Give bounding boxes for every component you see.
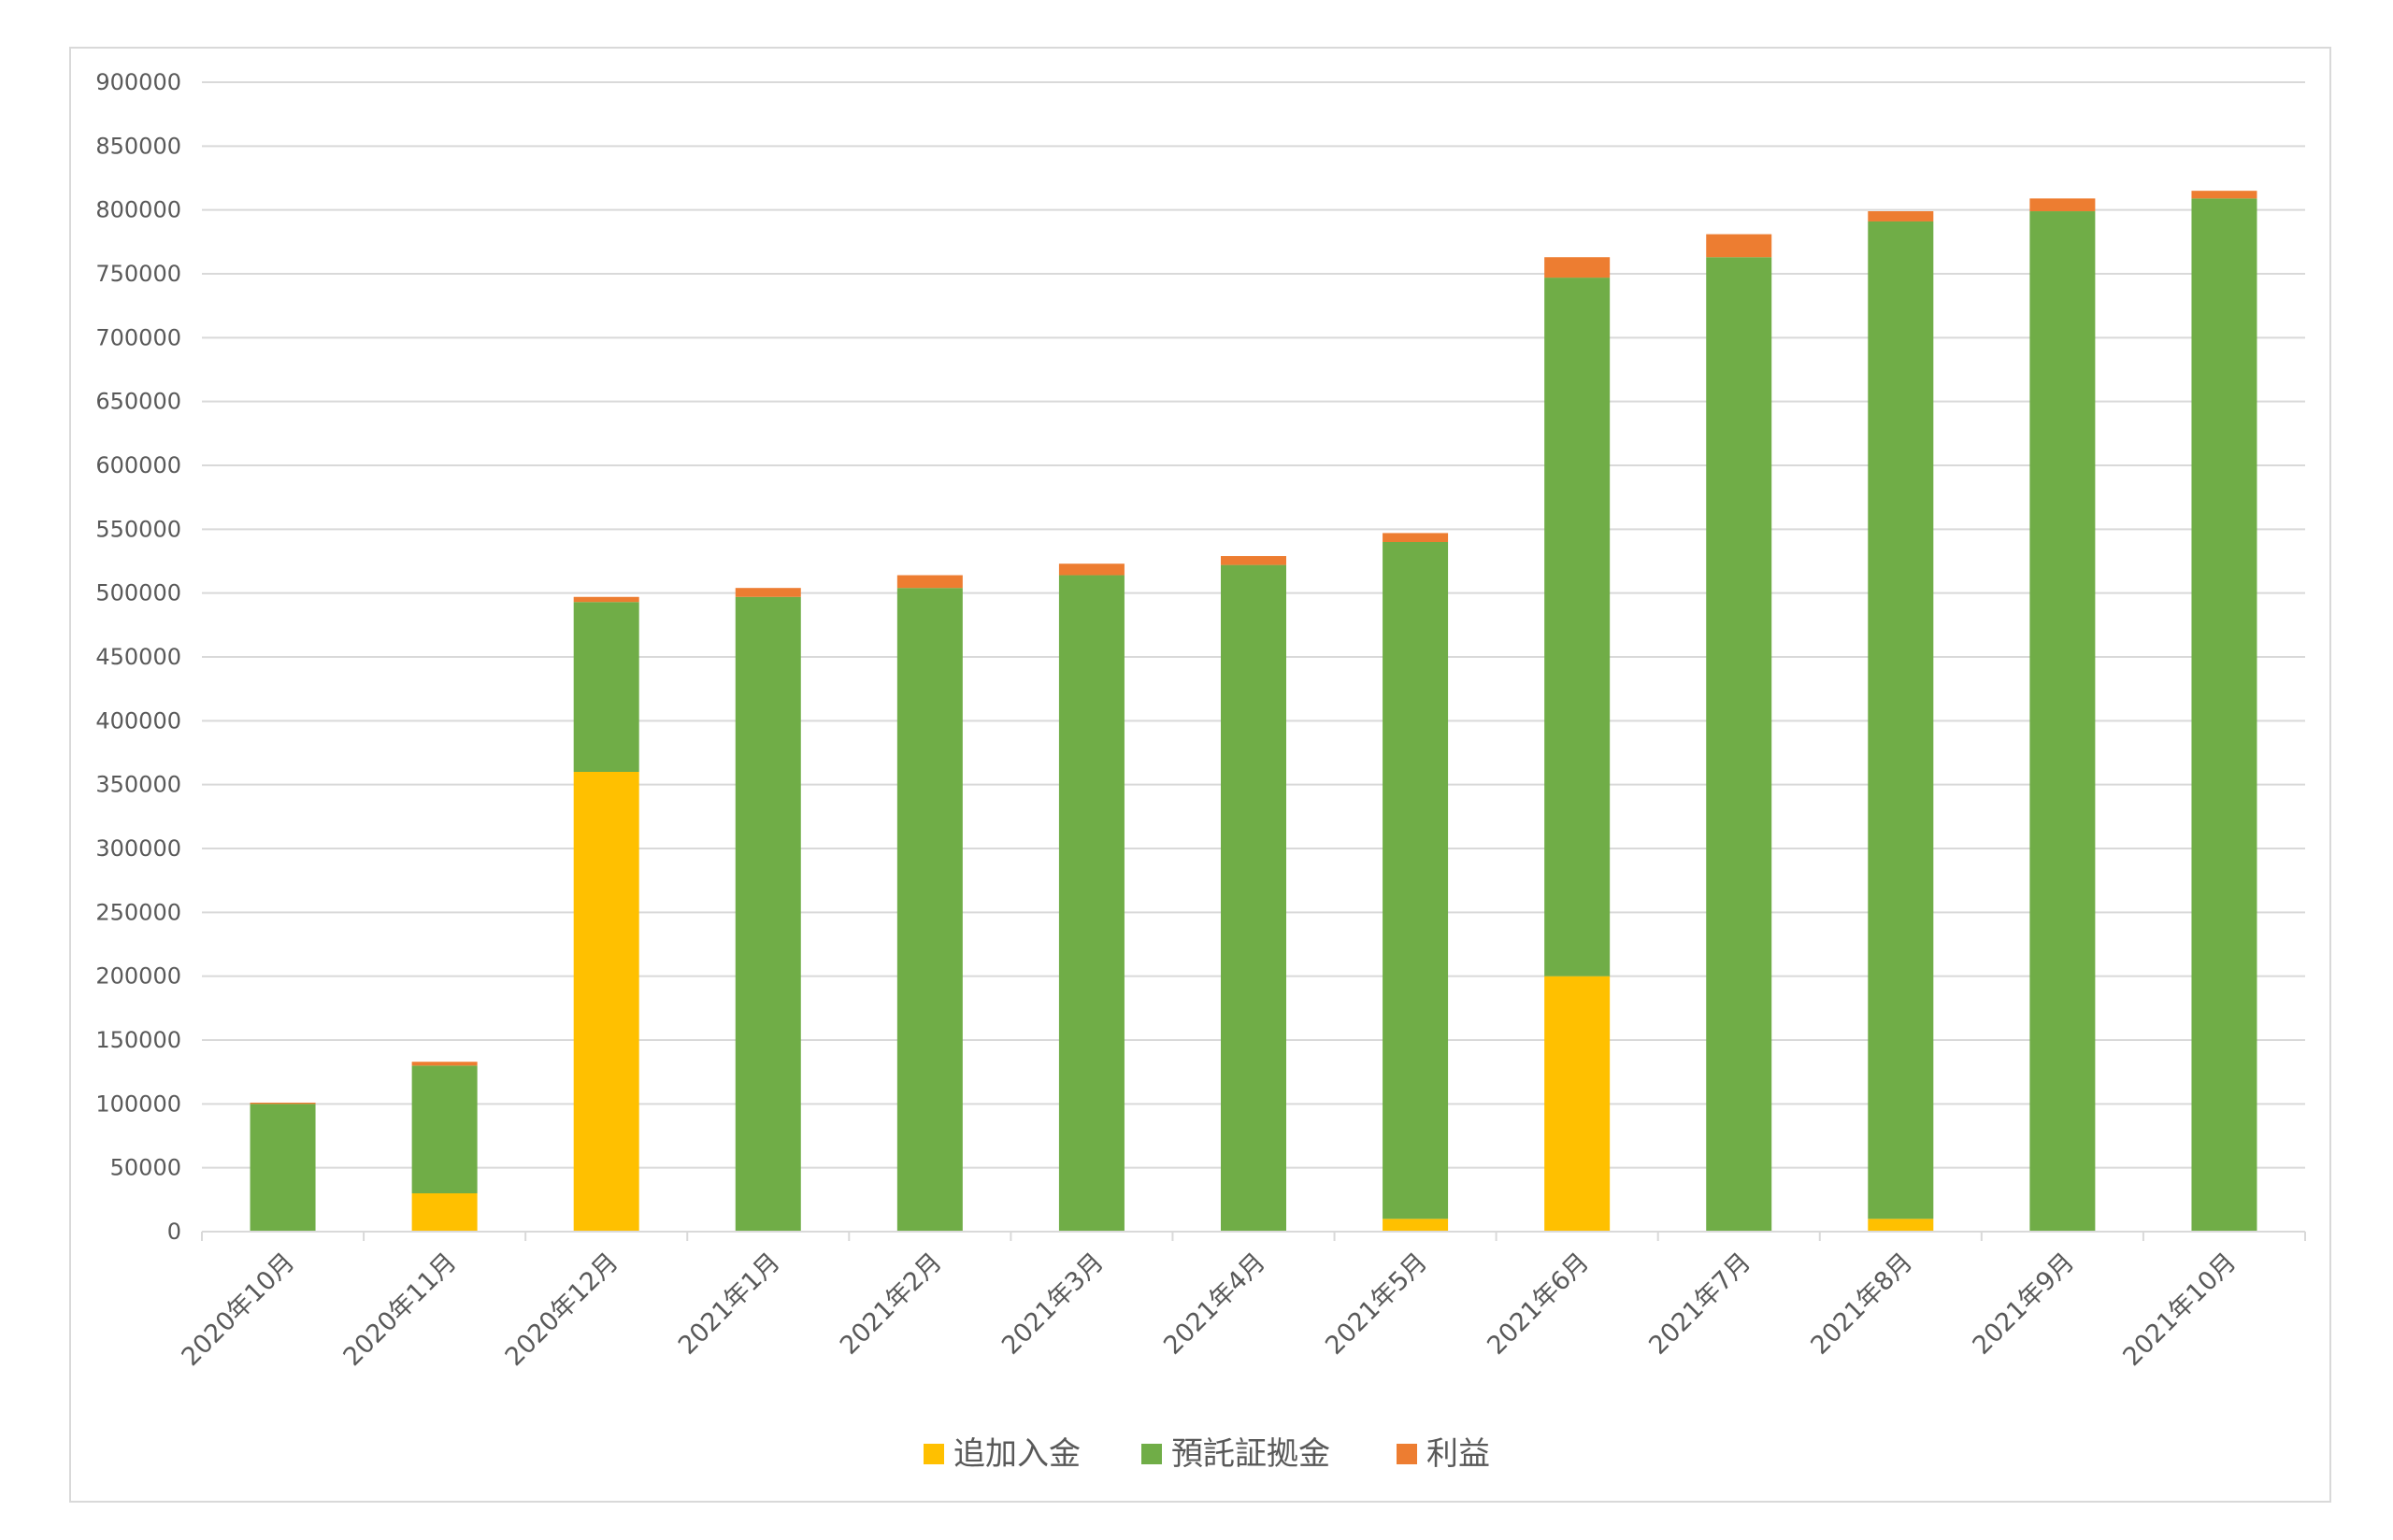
bar-segment-2: [2029, 211, 2096, 1233]
legend: 追加入金 預託証拠金 利益: [924, 1435, 1490, 1473]
y-tick-label: 400000: [95, 707, 181, 734]
bar-segment-1: [1544, 976, 1611, 1232]
bar-segment-3: [1058, 563, 1125, 576]
y-tick-label: 250000: [95, 899, 181, 925]
x-tick-label: 2021年10月: [2117, 1248, 2242, 1372]
bar-segment-1: [573, 772, 639, 1232]
y-tick-label: 650000: [95, 389, 181, 415]
legend-label-1: 追加入金: [953, 1435, 1081, 1473]
bar-segment-2: [1221, 564, 1286, 1232]
bar-segment-3: [2191, 191, 2257, 199]
bar-segment-2: [1058, 575, 1125, 1232]
bar-segment-3: [573, 596, 639, 603]
x-tick-label: 2021年6月: [1482, 1248, 1595, 1361]
legend-swatch-2: [1141, 1444, 1162, 1464]
x-tick-label: 2021年3月: [996, 1248, 1110, 1361]
x-tick-label: 2020年11月: [338, 1248, 463, 1372]
bar-segment-2: [1383, 542, 1449, 1219]
bar-segment-3: [1868, 211, 1934, 221]
bar-segment-2: [2191, 198, 2257, 1232]
x-axis: [201, 1231, 2306, 1241]
x-tick-label: 2021年5月: [1320, 1248, 1433, 1361]
x-tick-label: 2021年1月: [673, 1248, 786, 1361]
bar-segment-3: [250, 1102, 316, 1105]
legend-swatch-1: [924, 1444, 944, 1464]
y-tick-label: 850000: [95, 133, 181, 159]
bar-segment-3: [896, 575, 963, 589]
bar-segment-2: [1544, 278, 1611, 977]
x-tick-label: 2020年12月: [500, 1248, 624, 1372]
legend-swatch-3: [1397, 1444, 1417, 1464]
y-tick-label: 700000: [95, 324, 181, 350]
bar-segment-3: [411, 1062, 478, 1066]
bar-segment-2: [411, 1065, 478, 1193]
bar-segment-2: [250, 1104, 316, 1232]
y-tick-label: 0: [167, 1219, 181, 1245]
y-tick-label: 450000: [95, 644, 181, 670]
legend-label-2: 預託証拠金: [1171, 1435, 1330, 1473]
y-tick-label: 900000: [95, 69, 181, 95]
bar-segment-1: [411, 1193, 478, 1232]
x-tick-label: 2021年7月: [1643, 1248, 1756, 1361]
bar-segment-1: [1868, 1219, 1934, 1232]
bar-segment-2: [896, 588, 963, 1232]
gridlines: [202, 81, 2305, 1169]
y-tick-label: 150000: [95, 1027, 181, 1053]
bar-segment-3: [1221, 556, 1286, 565]
bar-segment-3: [735, 588, 801, 597]
y-tick-label: 50000: [110, 1155, 181, 1181]
x-tick-label: 2021年4月: [1158, 1248, 1271, 1361]
x-tick-label: 2021年8月: [1805, 1248, 1918, 1361]
bar-segment-2: [735, 596, 801, 1232]
y-tick-label: 100000: [95, 1091, 181, 1117]
bar-segment-3: [1383, 533, 1449, 542]
y-tick-label: 600000: [95, 452, 181, 478]
y-tick-label: 500000: [95, 580, 181, 606]
x-tick-label: 2021年2月: [835, 1248, 948, 1361]
x-tick-label: 2020年10月: [176, 1248, 300, 1372]
chart-frame: 0 50000 100000 150000 200000 250000 300000 3500…: [69, 47, 2331, 1503]
x-axis-ticks: 2020年10月 2020年11月 2020年12月 2021年1月 2021年2月 20…: [176, 1248, 2242, 1372]
bar-segment-3: [1706, 234, 1772, 258]
bar-segment-1: [1383, 1219, 1449, 1232]
x-tick-label: 2021年9月: [1967, 1248, 2080, 1361]
bar-segment-3: [2029, 198, 2096, 212]
y-tick-label: 350000: [95, 772, 181, 798]
bar-segment-3: [1544, 257, 1611, 278]
legend-label-3: 利益: [1426, 1435, 1490, 1473]
bar-segment-2: [1868, 221, 1934, 1219]
stacked-bar-chart: 0 50000 100000 150000 200000 250000 300000 3500…: [95, 69, 2306, 1473]
y-tick-label: 300000: [95, 835, 181, 862]
bars: [250, 191, 2257, 1233]
y-tick-label: 800000: [95, 197, 181, 223]
y-tick-label: 550000: [95, 516, 181, 542]
y-axis-ticks: 0 50000 100000 150000 200000 250000 300000 3500…: [95, 69, 181, 1245]
y-tick-label: 200000: [95, 963, 181, 990]
bar-segment-2: [573, 602, 639, 772]
y-tick-label: 750000: [95, 261, 181, 287]
bar-segment-2: [1706, 257, 1772, 1232]
